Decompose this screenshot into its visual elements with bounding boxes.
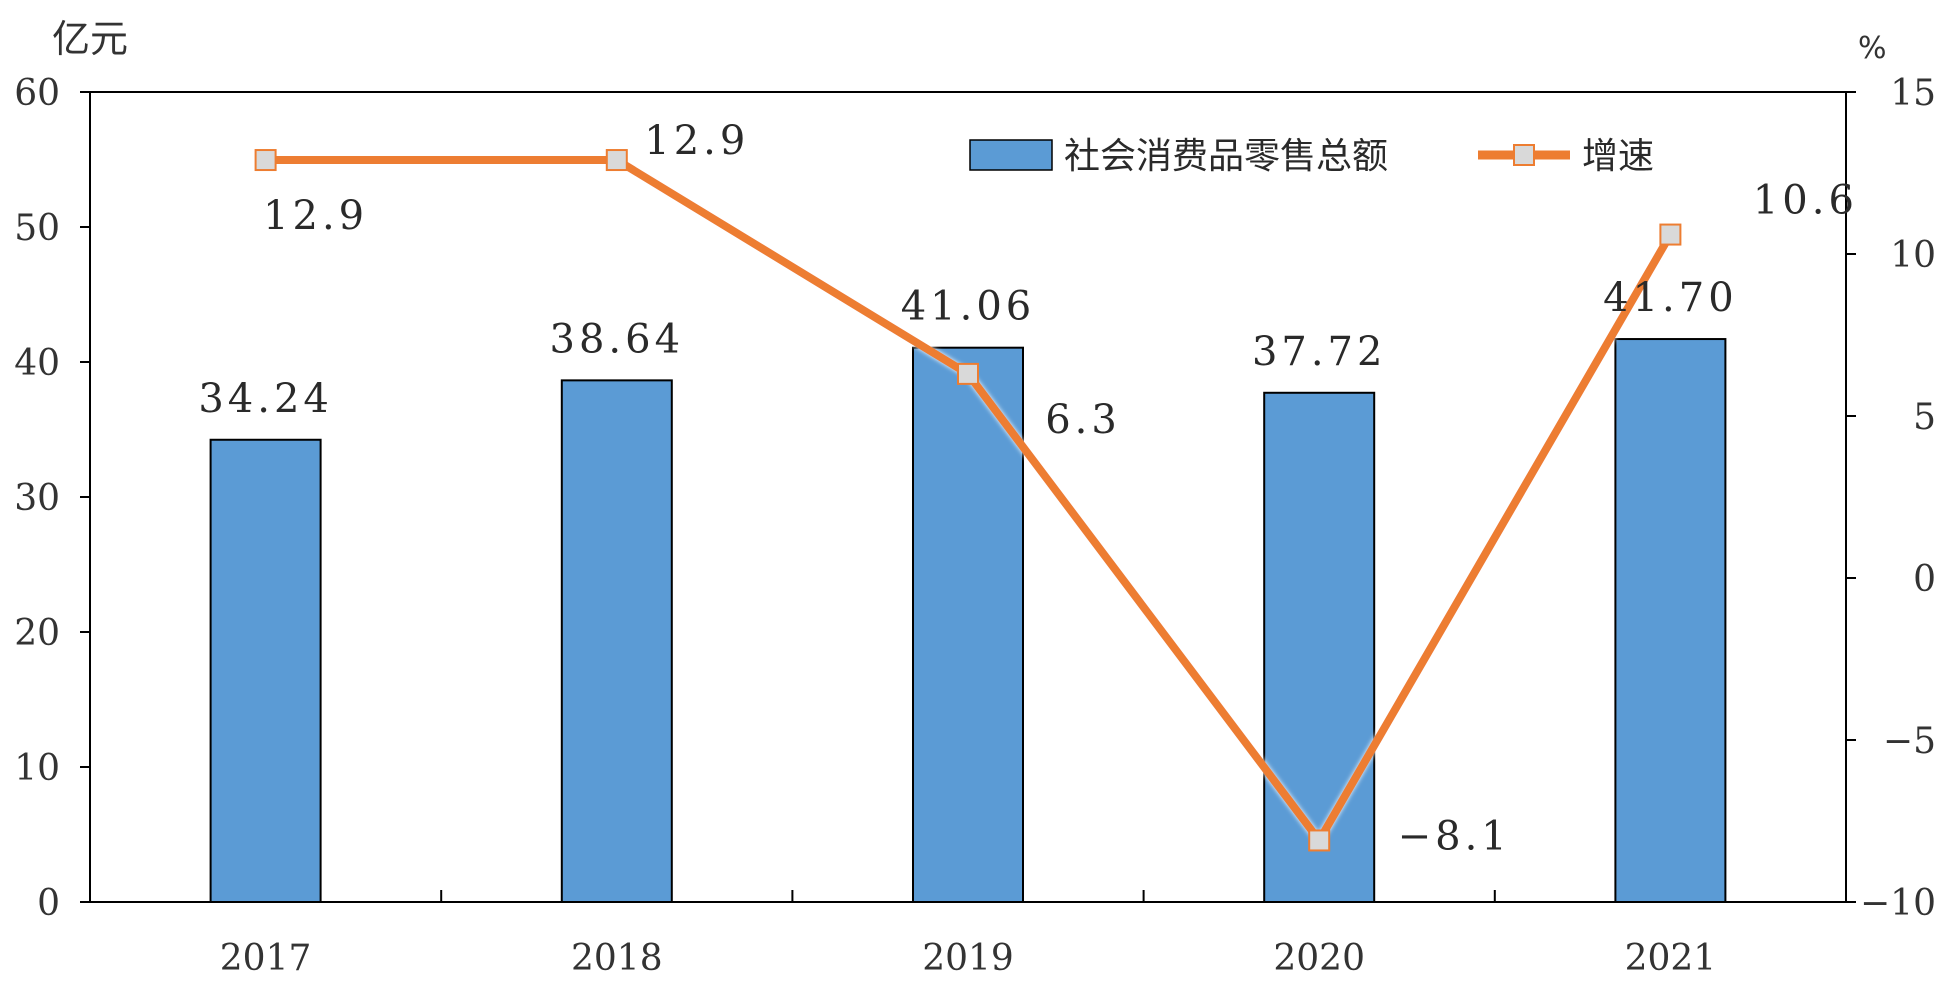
bar-value-label: 37.72 (1252, 329, 1387, 375)
bar (560, 379, 673, 903)
legend-bar-swatch (969, 139, 1053, 171)
line-series (254, 149, 1682, 852)
right-axis-unit: % (1858, 31, 1887, 66)
right-y-tick-label: 10 (1890, 235, 1936, 276)
left-y-axis-ticks: 0 10 20 30 40 50 60 (14, 73, 90, 924)
left-y-tick-label: 20 (14, 613, 60, 654)
right-y-tick-label: 15 (1890, 73, 1936, 114)
x-tick-label: 2021 (1625, 938, 1717, 979)
left-y-tick-label: 40 (14, 343, 60, 384)
line-value-label: 6.3 (1045, 397, 1121, 443)
x-axis-ticks: 2017 2018 2019 2020 2021 (220, 890, 1716, 979)
line-point-marker (254, 149, 277, 172)
line-point-marker (957, 362, 979, 385)
x-tick-label: 2020 (1273, 938, 1365, 979)
bar-value-labels: 34.24 38.64 41.06 37.72 41.70 (198, 275, 1738, 422)
left-y-tick-label: 50 (14, 208, 60, 249)
bar-value-label: 41.06 (901, 284, 1036, 330)
legend-line-marker (1513, 144, 1535, 166)
line-point-marker (1308, 829, 1331, 852)
left-axis-unit: 亿元 (52, 17, 128, 61)
legend-bar-label: 社会消费品零售总额 (1064, 136, 1388, 177)
right-y-tick-label: 5 (1913, 397, 1936, 438)
bar-value-label: 38.64 (550, 316, 685, 362)
bar-value-label: 34.24 (198, 376, 333, 422)
right-y-tick-label: −5 (1883, 721, 1936, 762)
left-y-tick-label: 60 (14, 73, 60, 114)
legend: 社会消费品零售总额 增速 (969, 136, 1654, 177)
line-value-label: −8.1 (1398, 813, 1511, 859)
right-y-tick-label: −10 (1860, 883, 1936, 924)
left-y-tick-label: 10 (14, 748, 60, 789)
line-value-label: 10.6 (1753, 178, 1858, 224)
bar-value-label: 41.70 (1603, 275, 1738, 321)
bar (1614, 338, 1727, 903)
bar (1263, 391, 1376, 903)
left-y-tick-label: 30 (14, 478, 60, 519)
line-value-label: 12.9 (263, 193, 368, 239)
left-y-tick-label: 0 (37, 883, 60, 924)
line-value-label: 12.9 (644, 118, 749, 164)
legend-line-label: 增速 (1582, 136, 1654, 177)
x-tick-label: 2017 (220, 938, 312, 979)
right-y-axis-ticks: −10 −5 0 5 10 15 (1846, 73, 1936, 924)
line-point-marker (605, 149, 628, 172)
x-tick-label: 2019 (922, 938, 1014, 979)
bar (209, 438, 322, 903)
bar-series (209, 338, 1727, 903)
line-value-labels: 12.9 12.9 6.3 −8.1 10.6 (263, 118, 1858, 859)
x-tick-label: 2018 (571, 938, 663, 979)
plot-frame (89, 91, 1847, 903)
right-y-tick-label: 0 (1913, 559, 1936, 600)
bar (912, 346, 1024, 903)
line-point-marker (1659, 223, 1682, 246)
